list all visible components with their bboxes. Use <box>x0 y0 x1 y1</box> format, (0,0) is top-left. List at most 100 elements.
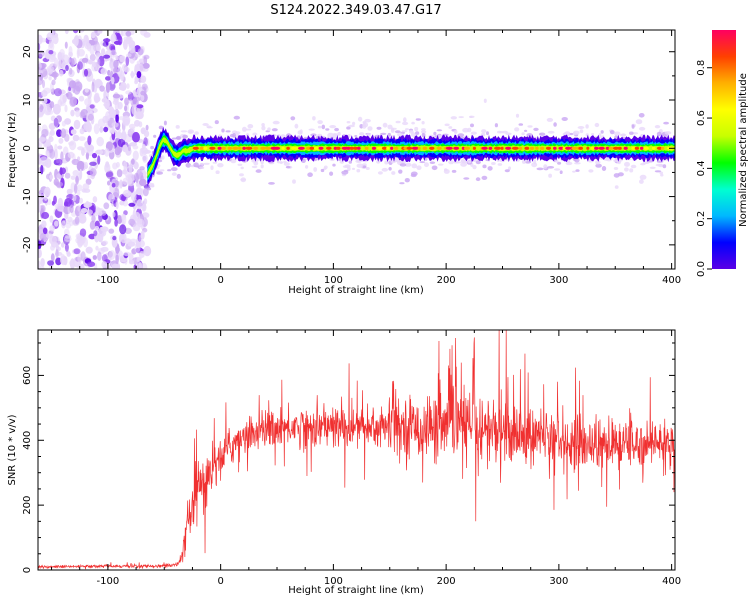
noise-speckle <box>101 48 106 56</box>
band-haze <box>233 115 240 120</box>
band-haze <box>245 128 252 131</box>
noise-speckle <box>58 137 64 144</box>
band-haze <box>524 129 528 132</box>
noise-speckle <box>86 144 95 152</box>
noise-speckle <box>141 147 149 155</box>
noise-speckle <box>76 184 83 192</box>
noise-speckle <box>127 179 135 187</box>
noise-speckle <box>111 126 115 135</box>
noise-speckle <box>89 168 97 177</box>
band-core <box>586 146 590 150</box>
band-haze <box>159 169 165 172</box>
noise-speckle <box>45 233 53 239</box>
band-core <box>245 146 253 150</box>
noise-speckle <box>66 188 73 195</box>
band-haze <box>603 158 610 161</box>
noise-speckle <box>140 230 145 240</box>
noise-speckle <box>78 95 85 102</box>
band-haze <box>460 159 468 163</box>
noise-speckle <box>112 93 121 99</box>
band-haze <box>333 133 340 137</box>
band-core <box>463 146 471 150</box>
band-haze <box>424 162 429 168</box>
noise-speckle <box>87 174 92 179</box>
band-haze <box>491 162 496 165</box>
noise-speckle <box>121 129 127 141</box>
noise-speckle <box>122 64 127 71</box>
noise-speckle <box>112 235 117 241</box>
noise-speckle <box>114 147 121 156</box>
band-haze <box>356 169 361 173</box>
noise-speckle <box>103 126 109 133</box>
noise-speckle <box>39 72 44 81</box>
band-haze <box>659 171 664 175</box>
band-haze <box>365 167 370 170</box>
noise-speckle <box>127 144 131 152</box>
band-haze <box>585 124 589 129</box>
band-haze <box>629 131 634 135</box>
noise-speckle <box>145 124 149 131</box>
noise-speckle <box>129 123 136 129</box>
x-tick-label: 200 <box>437 576 456 587</box>
band-core <box>305 146 311 150</box>
noise-speckle <box>143 198 148 205</box>
band-core <box>535 146 539 150</box>
noise-speckle <box>48 76 52 81</box>
snr-series-line <box>38 330 675 570</box>
noise-speckle <box>84 201 93 208</box>
band-haze <box>399 163 407 167</box>
noise-speckle <box>124 227 132 234</box>
band-haze <box>613 131 621 136</box>
noise-speckle <box>73 85 81 95</box>
band-haze <box>654 125 661 129</box>
noise-speckle <box>66 251 71 257</box>
noise-speckle <box>108 228 115 234</box>
band-haze <box>617 172 624 177</box>
band-core <box>634 146 640 150</box>
colorbar-tick-label: 0.0 <box>696 261 707 277</box>
noise-speckle <box>133 91 138 97</box>
y-tick-label: 0 <box>22 145 33 151</box>
band-haze <box>247 124 254 129</box>
band-haze <box>448 160 454 165</box>
noise-speckle <box>136 218 145 228</box>
noise-speckle <box>64 198 73 207</box>
noise-speckle <box>68 45 73 57</box>
noise-speckle <box>98 211 103 217</box>
noise-speckle <box>87 59 93 65</box>
noise-speckle <box>97 30 103 34</box>
band-haze <box>323 165 328 170</box>
band-haze <box>268 182 275 185</box>
noise-speckle <box>96 136 104 147</box>
band-haze <box>521 132 525 136</box>
noise-speckle <box>58 69 64 77</box>
band-haze <box>527 125 533 128</box>
noise-speckle <box>69 67 73 75</box>
noise-speckle <box>84 161 88 170</box>
band-haze <box>285 166 291 169</box>
noise-speckle <box>95 245 99 251</box>
noise-speckle <box>41 97 48 104</box>
band-haze <box>160 155 165 160</box>
band-haze <box>469 115 475 119</box>
noise-speckle <box>70 58 75 68</box>
y-tick-label: 400 <box>22 431 33 450</box>
noise-speckle <box>71 158 80 166</box>
band-core <box>238 146 242 150</box>
noise-speckle <box>97 155 101 165</box>
band-haze <box>402 121 409 126</box>
band-haze <box>470 123 474 128</box>
band-haze <box>395 120 401 124</box>
band-haze <box>317 120 323 125</box>
band-haze <box>546 117 554 122</box>
band-haze <box>547 130 555 134</box>
x-tick-label: 400 <box>662 275 681 286</box>
band-core <box>264 146 271 150</box>
band-haze <box>562 132 570 137</box>
band-haze <box>206 125 211 129</box>
noise-speckle <box>49 215 54 223</box>
noise-speckle <box>64 104 68 113</box>
band-haze <box>347 166 351 172</box>
band-haze <box>594 122 600 128</box>
noise-speckle <box>141 83 148 91</box>
